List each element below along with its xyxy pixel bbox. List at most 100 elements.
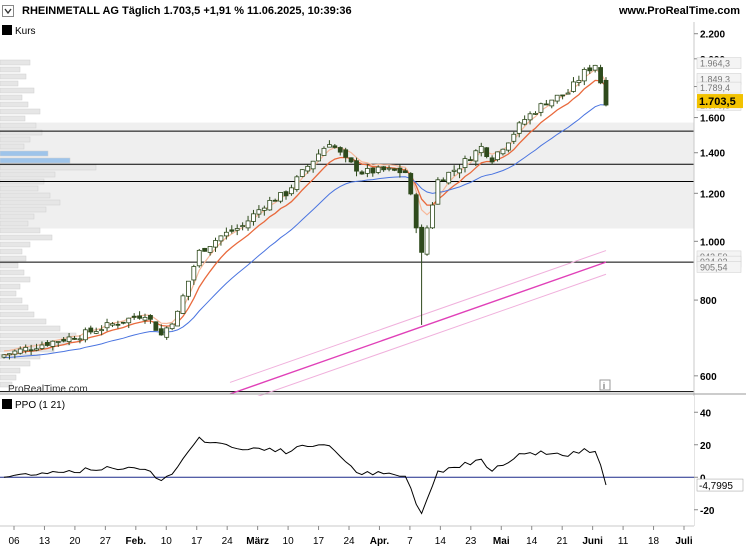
- price-tick-label: 800: [700, 296, 717, 307]
- candle-body: [473, 150, 479, 162]
- candle-body: [321, 147, 327, 156]
- candle-body: [137, 315, 142, 319]
- axis-value-box: [696, 57, 742, 69]
- x-tick-label: Juli: [675, 536, 692, 547]
- candle-body: [451, 169, 457, 172]
- candle-body: [50, 340, 56, 347]
- candle-body: [180, 295, 186, 314]
- watermark: ProRealTime.com: [8, 384, 88, 395]
- candle-body: [598, 67, 603, 84]
- volume-profile-bar: [0, 374, 17, 381]
- horizontal-lines: [0, 130, 694, 393]
- volume-profile-bar: [0, 248, 23, 255]
- volume-profile-bar: [0, 150, 49, 157]
- candle-body: [603, 79, 609, 106]
- candle-body: [1, 354, 7, 358]
- volume-profile-bar: [0, 276, 31, 283]
- candle-body: [299, 169, 305, 177]
- x-tick-label: Mai: [493, 536, 510, 547]
- candle-body: [435, 179, 441, 205]
- x-tick-label: März: [246, 536, 269, 547]
- candle-body: [169, 323, 175, 330]
- candle-body: [408, 173, 414, 195]
- candle-body: [359, 171, 365, 175]
- last-price-badge: [697, 94, 743, 109]
- volume-profile-bar: [0, 115, 26, 122]
- candle-body: [251, 213, 256, 222]
- price-panel-marker-icon: [2, 25, 12, 35]
- price-tick-label: 1.400: [700, 149, 725, 160]
- site-link[interactable]: www.ProRealTime.com: [618, 5, 740, 17]
- x-tick-label: 11: [618, 536, 629, 547]
- volume-profile-bar: [0, 311, 35, 318]
- candle-body: [28, 349, 34, 352]
- shaded-band: [0, 182, 694, 229]
- volume-profile-bar: [0, 255, 27, 262]
- candle-body: [223, 231, 229, 237]
- x-tick-label: 13: [39, 536, 51, 547]
- volume-profile-bar: [0, 59, 31, 66]
- ppo-y-ticks: 40 20 0 -20 -4,7995: [694, 408, 744, 517]
- candle-body: [164, 327, 170, 338]
- ma200-line: [229, 273, 607, 407]
- candle-body: [77, 338, 83, 341]
- volume-profile-bar: [0, 227, 41, 234]
- candle-body: [229, 229, 235, 232]
- volume-profile-bar: [0, 290, 17, 297]
- volume-profile-bar: [0, 269, 25, 276]
- candle-body: [44, 342, 50, 346]
- candle-body: [218, 235, 224, 242]
- candle-body: [213, 240, 218, 248]
- volume-profile-bar: [0, 185, 39, 192]
- collapse-icon[interactable]: [2, 5, 14, 17]
- volume-profile-bar: [0, 80, 19, 87]
- candle-body: [413, 194, 419, 229]
- candle-body: [592, 64, 598, 71]
- info-icon[interactable]: [599, 379, 611, 391]
- x-axis-ticks: 06 13 20 27 Feb. 10 17 24 März 10 17 24 Apr. 7 14 23 Mai…: [8, 526, 693, 547]
- candle-body: [511, 133, 517, 142]
- volume-profile-bar: [0, 87, 35, 94]
- candle-body: [527, 113, 533, 121]
- x-tick-label: Apr.: [370, 536, 390, 547]
- candle-body: [131, 315, 137, 318]
- volume-profile-bar: [0, 136, 31, 143]
- ppo-line: [3, 436, 607, 515]
- ppo-panel: [0, 396, 694, 526]
- chart-title: RHEINMETALL AG Täglich 1.703,5 +1,91 % 1…: [22, 5, 352, 17]
- candle-body: [66, 336, 72, 343]
- candle-body: [23, 346, 29, 352]
- axis-value-box: [696, 261, 742, 273]
- candle-body: [234, 228, 240, 231]
- candle-body: [278, 192, 283, 202]
- candle-body: [424, 227, 430, 255]
- candle-body: [202, 247, 208, 252]
- price-tick-label: 600: [700, 372, 717, 383]
- candle-body: [581, 69, 587, 82]
- candle-body: [283, 191, 289, 197]
- candle-body: [158, 328, 164, 336]
- x-tick-label: 17: [191, 536, 203, 547]
- volume-profile-bar: [0, 122, 37, 129]
- candle-body: [153, 321, 159, 331]
- price-panel-label: Kurs: [15, 26, 36, 37]
- candle-body: [397, 167, 403, 174]
- candle-body: [82, 329, 88, 341]
- volume-profile-bar: [0, 213, 35, 220]
- volume-profile-bar: [0, 192, 51, 199]
- x-tick-label: 10: [283, 536, 295, 547]
- candle-body: [587, 67, 593, 72]
- candle-body: [104, 322, 110, 329]
- x-tick-label: 17: [313, 536, 325, 547]
- candle-body: [272, 199, 278, 202]
- candle-body: [576, 80, 582, 83]
- candle-body: [522, 119, 528, 125]
- candle-body: [316, 153, 321, 162]
- x-tick-label: 7: [407, 536, 413, 547]
- volume-profile-bar: [0, 157, 71, 164]
- candle-body: [17, 348, 23, 354]
- candle-body: [294, 176, 300, 190]
- candle-body: [478, 145, 484, 154]
- ma200-line: [229, 250, 607, 383]
- volume-profile-bar: [0, 297, 23, 304]
